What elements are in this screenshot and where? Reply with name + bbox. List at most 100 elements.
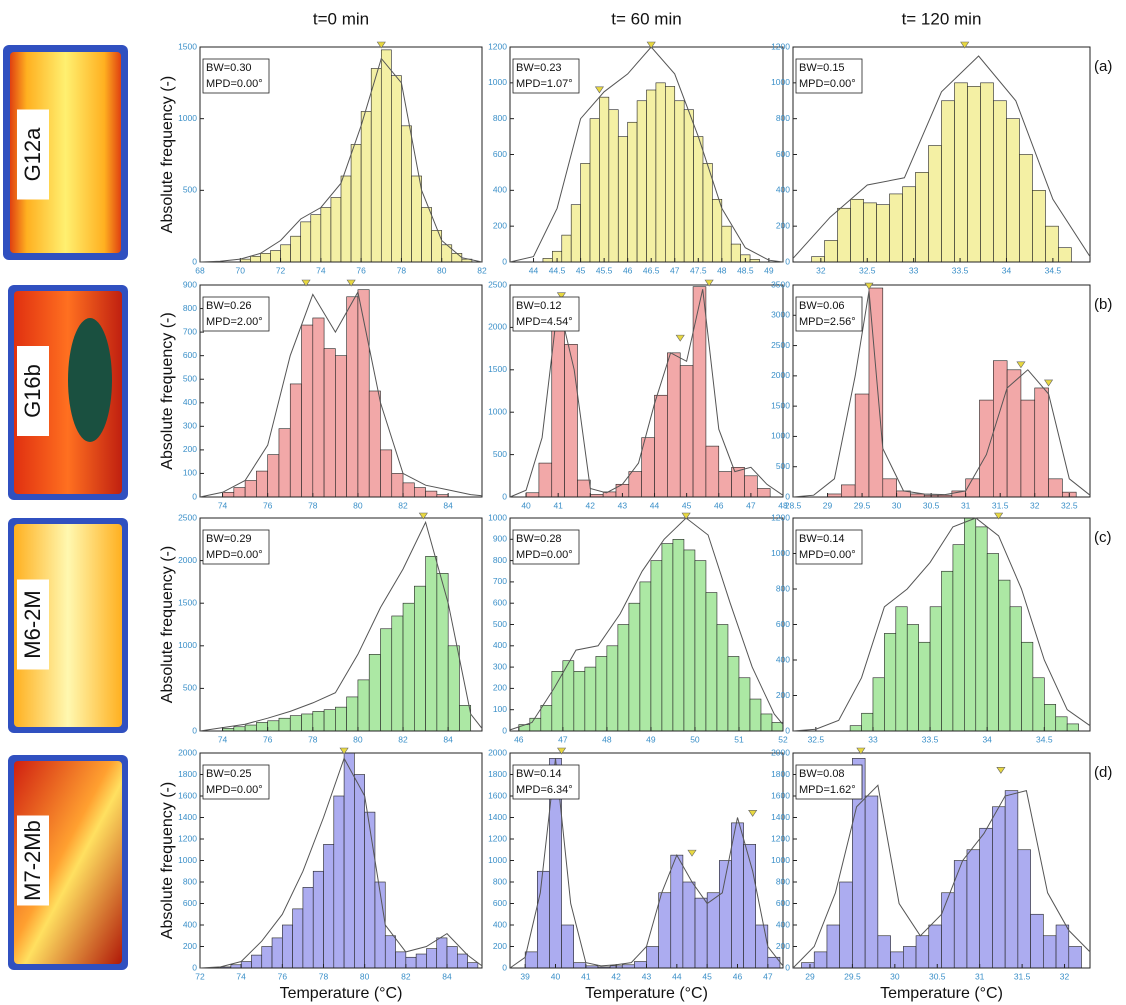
bar	[617, 136, 628, 263]
bar	[628, 602, 641, 732]
annotation: BW=0.26	[206, 300, 252, 312]
bar	[941, 570, 954, 732]
bar	[456, 953, 468, 969]
y-tick-label: 400	[493, 185, 507, 195]
x-tick-label: 44	[650, 500, 660, 510]
bar	[755, 924, 769, 969]
y-tick-label: 600	[183, 350, 197, 360]
y-tick-label: 2000	[178, 747, 197, 757]
x-tick-label: 78	[397, 265, 407, 275]
bar	[826, 924, 840, 969]
bar	[577, 479, 591, 498]
x-tick-label: 84	[443, 734, 453, 744]
annotation: BW=0.23	[516, 62, 562, 74]
bar	[837, 207, 851, 263]
annotation-box	[202, 58, 270, 94]
bar	[979, 827, 993, 969]
peak-marker	[675, 334, 685, 342]
y-tick-label: 800	[493, 876, 507, 886]
bar	[760, 713, 773, 732]
bar	[712, 198, 723, 263]
x-tick-label: 40	[521, 500, 531, 510]
x-tick-label: 49	[646, 734, 656, 744]
annotation-box	[512, 529, 580, 565]
x-tick-label: 76	[263, 734, 273, 744]
y-tick-label: 1000	[488, 406, 507, 416]
y-tick-label: 300	[183, 421, 197, 431]
y-tick-label: 0	[502, 725, 507, 735]
bar	[301, 713, 314, 732]
bar	[244, 724, 257, 732]
bar	[256, 722, 268, 732]
x-tick-label: 34	[1002, 265, 1012, 275]
bar	[300, 221, 312, 263]
bar	[540, 705, 553, 732]
bar	[1009, 606, 1022, 732]
bar	[584, 666, 597, 732]
bar	[986, 553, 999, 732]
y-tick-label: 600	[183, 898, 197, 908]
bar	[1032, 190, 1046, 263]
x-tick-label: 42	[586, 500, 596, 510]
density-curve	[199, 757, 483, 969]
bar	[302, 887, 314, 969]
density-curve	[792, 55, 1091, 259]
annotation: BW=0.28	[516, 533, 562, 545]
x-tick-label: 29.5	[854, 500, 871, 510]
bar	[674, 100, 685, 263]
bar	[730, 243, 741, 263]
x-tick-label: 32	[1030, 500, 1040, 510]
bar	[551, 327, 565, 498]
bar	[1058, 247, 1072, 263]
y-tick-label: 1000	[488, 77, 507, 87]
y-tick-label: 2500	[488, 279, 507, 289]
bar	[323, 844, 335, 969]
bar	[661, 543, 674, 732]
x-tick-label: 84	[442, 971, 452, 981]
x-tick-label: 40	[551, 971, 561, 981]
peak-marker	[748, 810, 758, 817]
column-title: t= 120 min	[902, 9, 982, 28]
y-tick-label: 0	[785, 725, 790, 735]
annotation: MPD=2.56°	[799, 316, 856, 328]
bar	[884, 633, 897, 732]
y-tick-label: 2500	[178, 512, 197, 522]
bar	[536, 870, 550, 969]
x-tick-label: 34	[982, 734, 992, 744]
annotation: BW=0.29	[206, 533, 252, 545]
peak-marker	[681, 512, 691, 520]
x-tick-label: 41	[581, 971, 591, 981]
bar	[863, 202, 877, 263]
x-tick-label: 80	[360, 971, 370, 981]
bar	[915, 172, 929, 263]
bar	[261, 946, 273, 969]
y-tick-label: 1500	[178, 41, 197, 51]
bar	[323, 348, 336, 498]
bar	[682, 881, 696, 969]
bar	[998, 579, 1011, 732]
bar	[570, 204, 581, 263]
y-tick-label: 1200	[771, 41, 790, 51]
x-tick-label: 52	[778, 734, 788, 744]
x-tick-label: 33.5	[922, 734, 939, 744]
x-tick-label: 47	[670, 265, 680, 275]
y-tick-label: 1200	[488, 41, 507, 51]
x-tick-label: 32	[1060, 971, 1070, 981]
x-tick-label: 32	[816, 265, 826, 275]
x-tick-label: 43	[618, 500, 628, 510]
peak-marker	[960, 41, 970, 49]
y-tick-label: 800	[183, 876, 197, 886]
y-tick-label: 1000	[178, 113, 197, 123]
bar	[801, 962, 815, 969]
bar	[1055, 716, 1068, 732]
bar	[658, 892, 672, 969]
y-axis-label: Absolute frequency (-)	[159, 782, 176, 939]
bar	[706, 892, 720, 969]
y-tick-label: 500	[183, 185, 197, 195]
peak-marker	[864, 282, 874, 290]
y-tick-label: 200	[776, 220, 790, 230]
bar	[580, 163, 591, 263]
peak-marker	[557, 747, 567, 755]
plot-frame	[199, 517, 483, 732]
bar	[323, 709, 336, 732]
